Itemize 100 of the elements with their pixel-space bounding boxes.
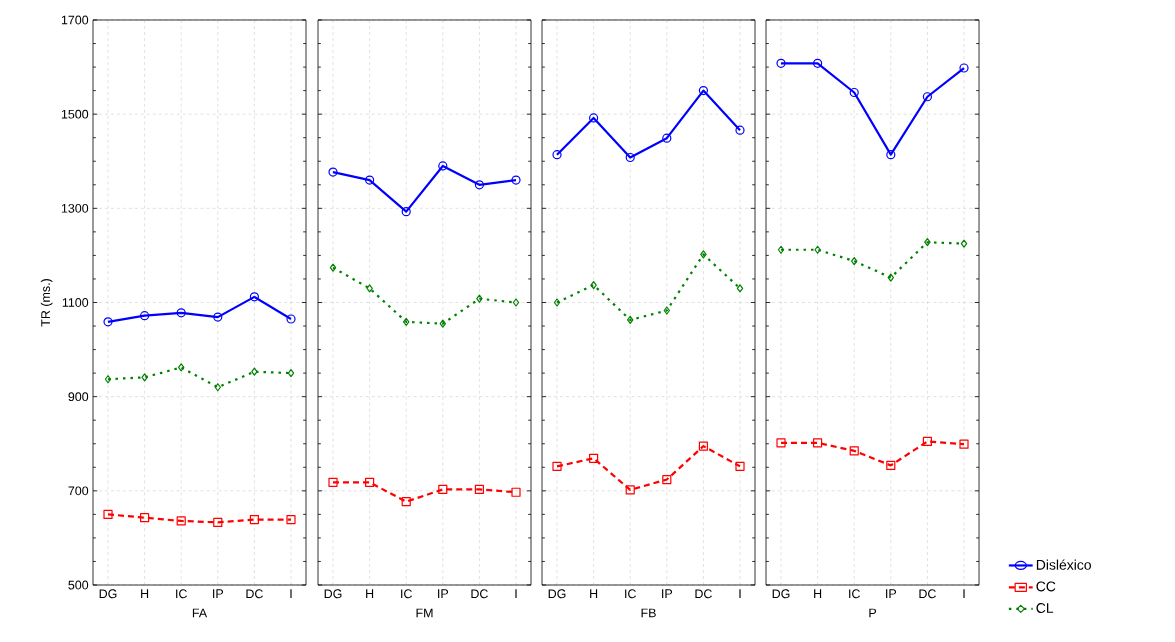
point <box>474 484 485 495</box>
y-tick-label: 1100 <box>62 298 89 307</box>
point <box>213 312 223 322</box>
point <box>104 375 112 384</box>
x-tick-label: IP <box>662 589 673 598</box>
point <box>401 497 411 507</box>
x-tick-label: H <box>366 589 374 598</box>
point <box>850 256 858 266</box>
point <box>103 317 113 327</box>
point <box>698 86 709 96</box>
point <box>365 477 375 487</box>
x-tick-label: DC <box>471 589 488 599</box>
x-axis-title: FA <box>192 608 208 618</box>
point <box>328 167 338 177</box>
y-tick-label: 1700 <box>61 15 89 25</box>
point <box>553 298 561 307</box>
x-tick-label: IC <box>849 589 860 599</box>
point <box>512 298 520 307</box>
x-tick-label: DC <box>246 589 263 599</box>
point <box>552 150 562 160</box>
point <box>776 438 786 448</box>
x-axis-title: P <box>869 608 877 618</box>
x-tick-label: H <box>141 589 149 598</box>
point <box>626 315 634 325</box>
point <box>735 461 745 471</box>
x-tick-label: DC <box>919 589 936 599</box>
y-tick-label: 1500 <box>61 109 89 119</box>
x-axis-title: FB <box>641 608 656 618</box>
y-tick-label: 1300 <box>61 203 89 213</box>
point <box>251 367 258 376</box>
point <box>438 161 448 171</box>
point <box>886 460 896 471</box>
legend-label: Disléxico <box>1036 559 1091 570</box>
point <box>887 273 895 282</box>
point <box>662 474 672 485</box>
point <box>776 58 786 68</box>
point <box>736 284 744 293</box>
x-tick-label: H <box>814 589 822 598</box>
point <box>401 207 411 217</box>
point <box>552 461 562 471</box>
point <box>700 250 707 259</box>
point <box>176 516 186 526</box>
point <box>103 509 113 519</box>
point <box>922 436 933 446</box>
point <box>662 133 672 143</box>
point <box>924 238 931 247</box>
x-tick-label: IC <box>176 589 187 599</box>
point <box>213 517 223 527</box>
x-tick-label: IC <box>625 589 636 599</box>
point <box>287 369 295 378</box>
point <box>438 484 448 495</box>
point <box>249 292 259 302</box>
point <box>286 514 296 525</box>
point <box>886 150 896 160</box>
point <box>777 245 785 254</box>
point <box>366 284 373 293</box>
point <box>365 175 375 185</box>
point <box>590 280 597 290</box>
x-tick-label: I <box>290 589 292 598</box>
point <box>959 439 969 449</box>
x-tick-label: DC <box>695 589 712 599</box>
x-tick-label: IP <box>213 589 224 598</box>
y-tick-label: 900 <box>68 392 89 402</box>
legend-label: CL <box>1036 603 1054 613</box>
point <box>328 477 338 487</box>
point <box>474 180 485 190</box>
x-tick-label: DG <box>324 589 342 599</box>
point <box>814 245 821 254</box>
x-tick-label: I <box>515 589 517 598</box>
point <box>329 263 337 272</box>
point <box>140 513 150 523</box>
y-axis-title: TR (ms.) <box>40 279 53 327</box>
point <box>286 314 296 324</box>
point <box>698 441 709 451</box>
x-tick-label: IC <box>401 589 412 599</box>
point <box>140 311 150 321</box>
y-tick-label: 700 <box>68 486 89 496</box>
x-axis-title: FM <box>416 608 433 618</box>
point <box>214 383 222 392</box>
x-tick-label: IP <box>886 589 897 598</box>
point <box>735 125 745 135</box>
point <box>177 363 185 372</box>
point <box>813 58 823 68</box>
x-tick-label: DG <box>772 589 790 599</box>
point <box>960 239 968 248</box>
point <box>176 308 186 318</box>
point <box>511 487 521 497</box>
point <box>663 306 671 315</box>
point <box>922 92 933 102</box>
point <box>589 113 599 123</box>
point <box>813 438 823 448</box>
point <box>589 453 599 463</box>
point <box>141 373 148 382</box>
point <box>959 63 969 73</box>
x-tick-label: H <box>590 589 598 598</box>
point <box>849 446 859 456</box>
point <box>625 152 635 163</box>
point <box>476 294 483 303</box>
point <box>402 317 410 326</box>
x-tick-label: I <box>963 589 965 598</box>
